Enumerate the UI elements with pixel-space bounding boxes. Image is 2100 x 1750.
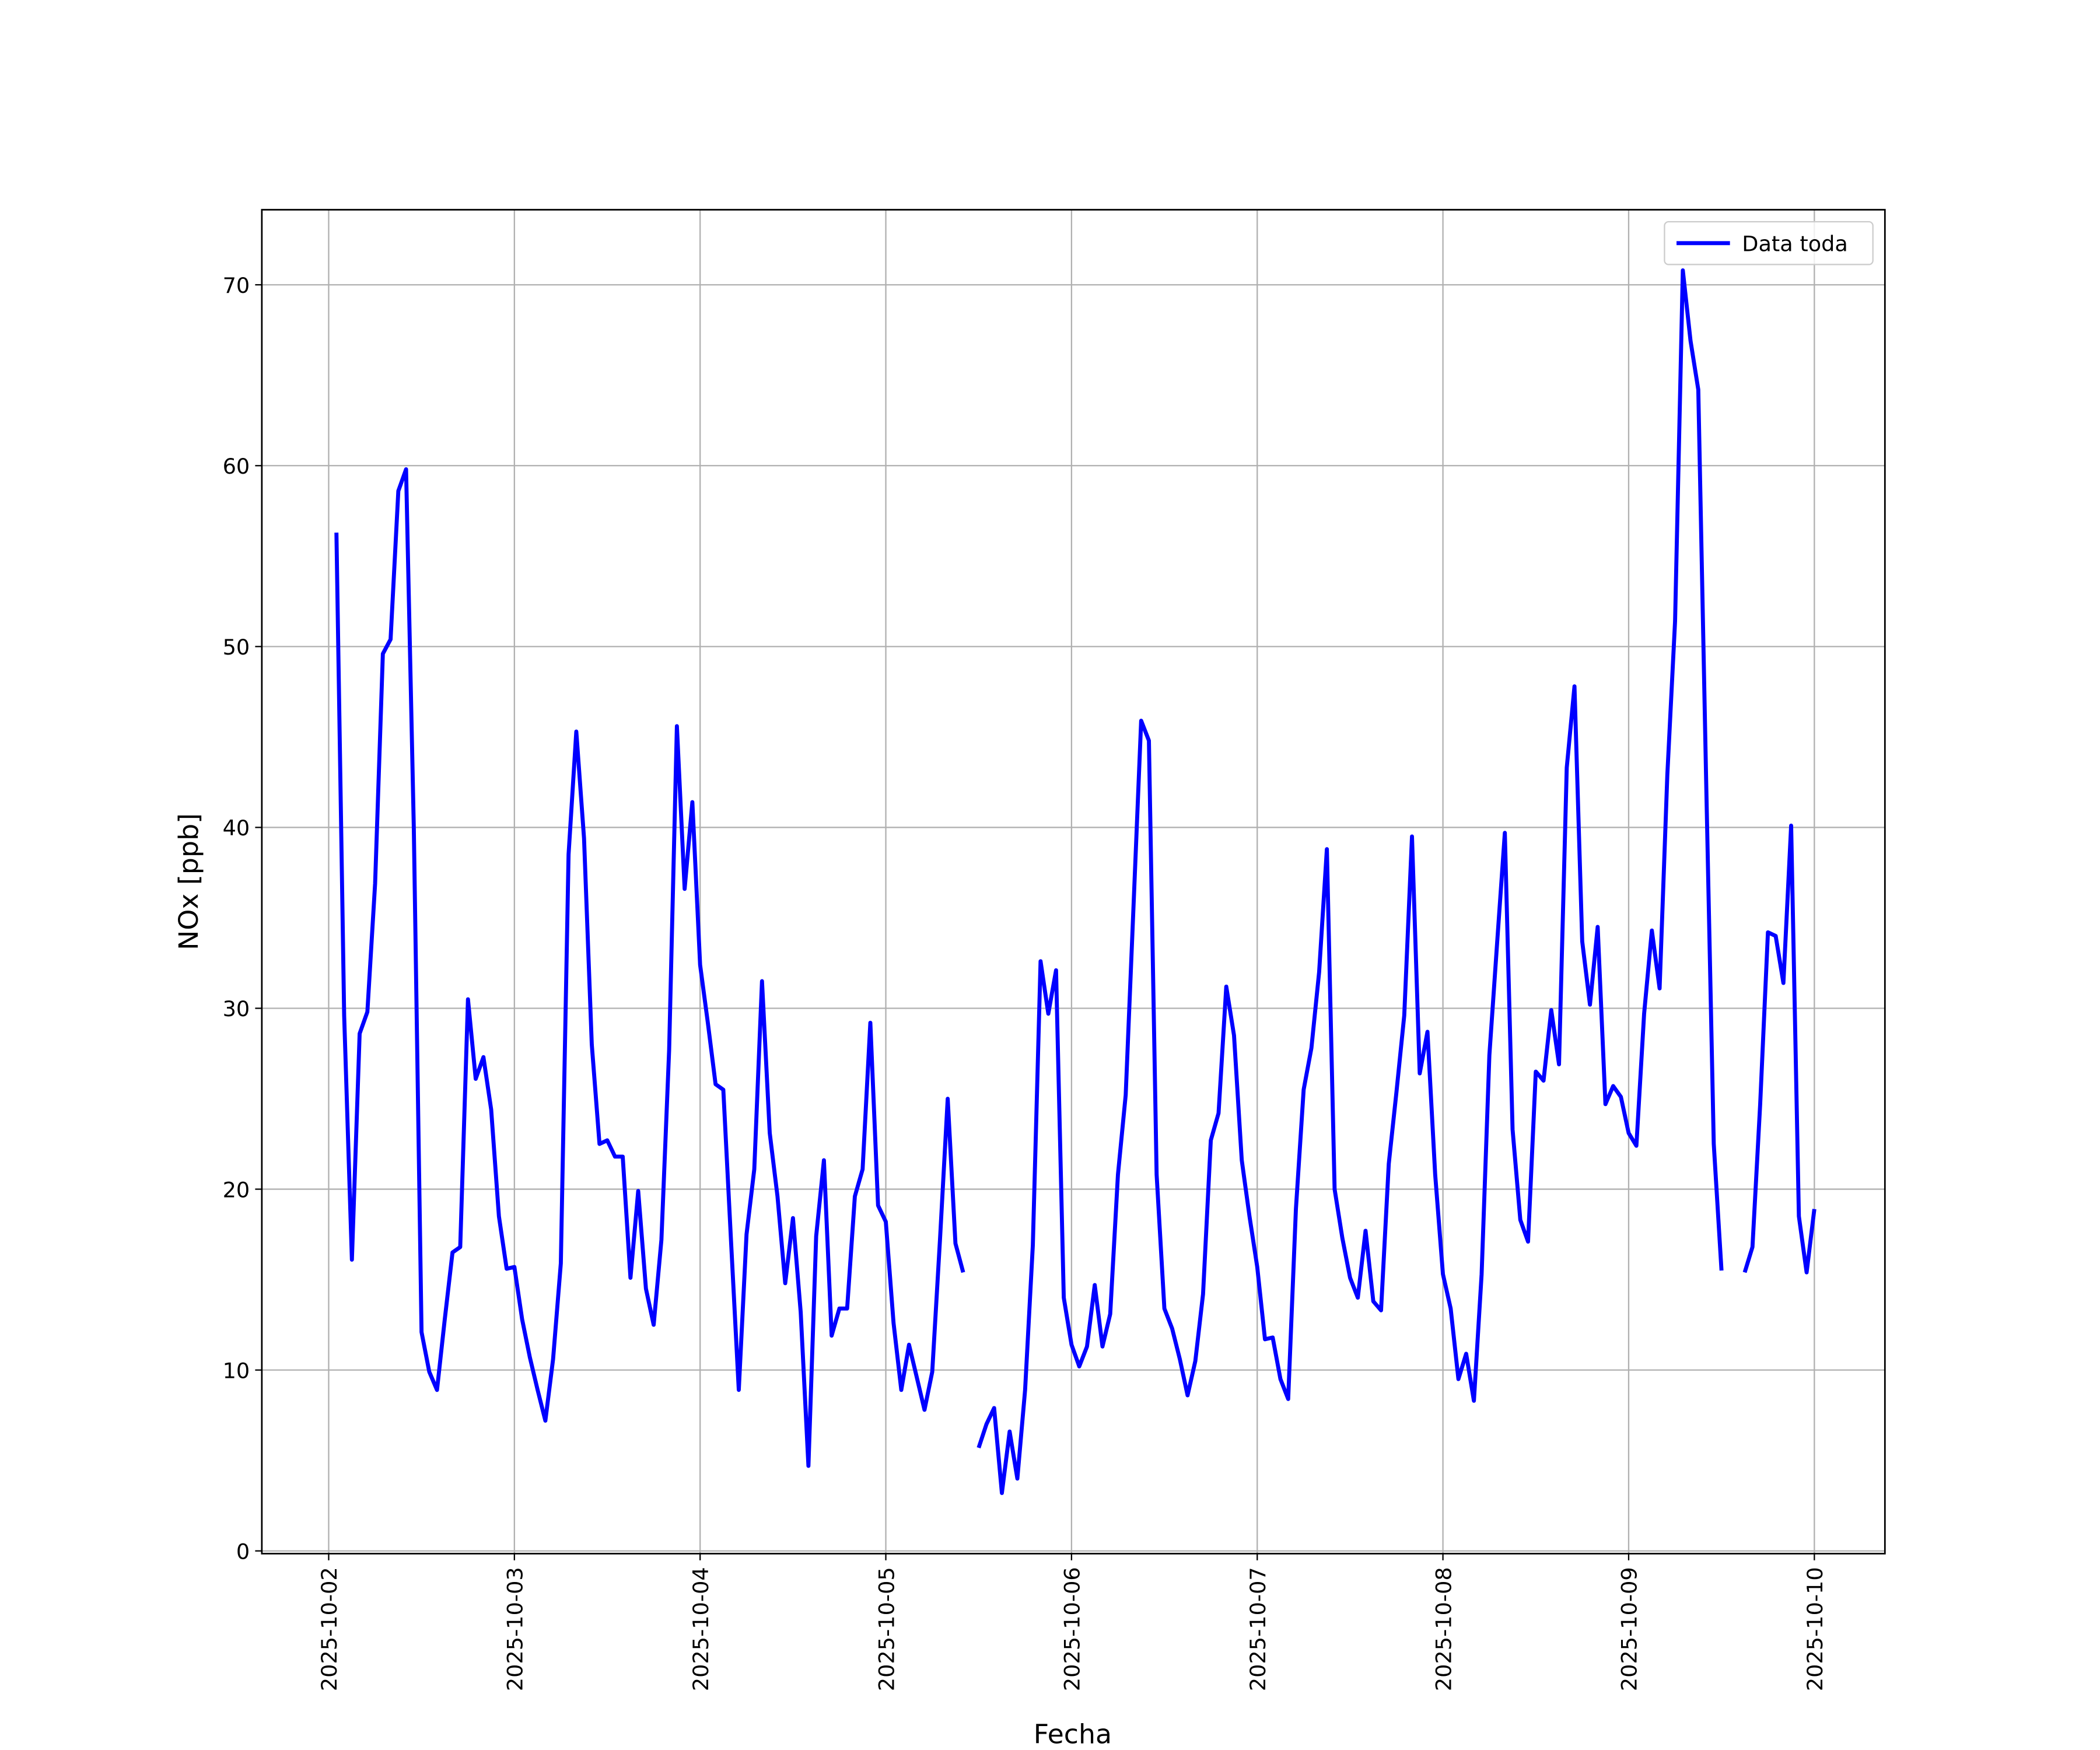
y-tick-label: 20 (223, 1177, 250, 1202)
y-tick-label: 0 (236, 1539, 250, 1564)
y-tick-label: 50 (223, 635, 250, 660)
legend-box (1664, 221, 1874, 265)
x-axis-label: Fecha (1034, 1718, 1112, 1750)
x-tick-label: 2025-10-10 (1803, 1567, 1828, 1691)
y-tick-label: 60 (223, 454, 250, 479)
x-tick-label: 2025-10-07 (1245, 1567, 1270, 1691)
y-tick-label: 40 (223, 816, 250, 841)
plot-frame (261, 209, 1886, 1555)
x-tick-label: 2025-10-09 (1617, 1567, 1642, 1691)
data-line (334, 268, 1817, 1495)
legend-label: Data toda (1742, 232, 1848, 257)
x-tick-label: 2025-10-02 (317, 1567, 342, 1691)
x-tick-label: 2025-10-04 (688, 1567, 713, 1691)
x-tick-label: 2025-10-06 (1060, 1567, 1085, 1691)
y-tick-label: 30 (223, 996, 250, 1021)
y-tick-label: 70 (223, 273, 250, 298)
y-axis-label: NOx [ppb] (173, 813, 204, 950)
x-tick-label: 2025-10-05 (874, 1567, 899, 1691)
y-tick-label: 10 (223, 1358, 250, 1383)
x-tick-label: 2025-10-03 (503, 1567, 528, 1691)
x-tick-label: 2025-10-08 (1431, 1567, 1456, 1691)
